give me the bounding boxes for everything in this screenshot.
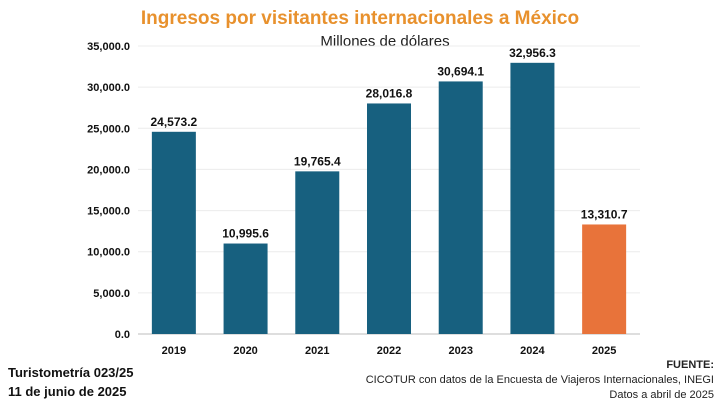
x-tick-label-2023: 2023 [448,345,472,357]
data-label-2022: 28,016.8 [366,86,413,100]
y-tick-label: 20,000.0 [87,164,130,176]
x-tick-label-2025: 2025 [592,345,616,357]
bar-2024 [510,62,555,334]
data-label-2020: 10,995.6 [222,227,269,241]
y-tick-label: 10,000.0 [87,247,130,259]
bars [151,62,627,335]
data-label-2024: 32,956.3 [509,46,556,60]
source-note: FUENTE: CICOTUR con datos de la Encuesta… [366,358,714,403]
y-tick-label: 25,000.0 [87,123,130,135]
x-tick-label-2020: 2020 [233,345,257,357]
x-tick-label-2021: 2021 [305,345,329,357]
bar-2022 [367,103,411,334]
grid-lines [138,45,640,335]
bar-2019 [151,131,196,334]
report-number: Turistometría 023/25 [8,365,134,380]
y-tick-label: 5,000.0 [93,288,130,300]
data-label-2025: 13,310.7 [581,207,628,221]
chart-title: Ingresos por visitantes internacionales … [140,8,580,29]
y-tick-label: 30,000.0 [87,82,130,94]
y-tick-label: 0.0 [115,329,130,341]
bar-2021 [295,171,340,334]
report-info: Turistometría 023/25 11 de junio de 2025 [8,363,133,401]
x-axis-ticks: 2019 2020 2021 2022 2023 2024 2025 [162,345,617,357]
data-label-2019: 24,573.2 [150,115,197,129]
bar-2020 [223,243,268,334]
source-text: CICOTUR con datos de la Encuesta de Viaj… [365,374,714,386]
bar-2023 [438,81,483,335]
y-tick-label: 35,000.0 [87,41,130,53]
data-label-2021: 19,765.4 [294,154,341,168]
bar-2025 [582,224,627,334]
x-tick-label-2019: 2019 [162,345,186,357]
x-tick-label-2022: 2022 [377,345,401,357]
x-tick-label-2024: 2024 [520,345,545,357]
data-labels: 24,573.2 10,995.6 19,765.4 28,016.8 30,694.1… [150,46,627,241]
source-date-note: Datos a abril de 2025 [609,389,714,401]
report-date: 11 de junio de 2025 [8,384,127,399]
source-title: FUENTE: [666,359,714,371]
data-label-2023: 30,694.1 [437,64,484,78]
y-axis-ticks: 0.0 5,000.0 10,000.0 15,000.0 20,000.0 25,000… [87,41,130,341]
y-tick-label: 15,000.0 [87,206,130,218]
